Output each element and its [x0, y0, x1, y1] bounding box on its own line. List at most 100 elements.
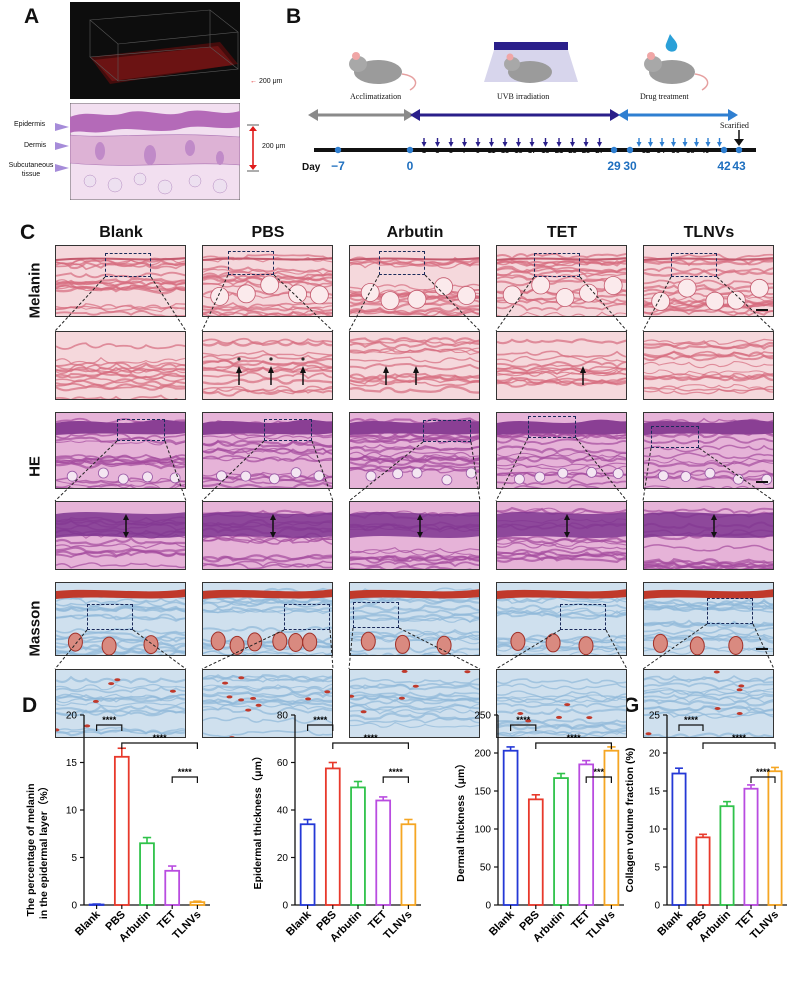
tissue-fiber — [350, 721, 479, 728]
bar-tet — [743, 787, 759, 906]
epidermis-line — [350, 257, 479, 261]
zoom-region-box — [228, 251, 274, 275]
hair-follicle — [240, 470, 252, 482]
day-label-major: 29 — [607, 159, 621, 173]
day-label-uvb: 5 — [448, 146, 454, 155]
collagen-red-mark — [412, 684, 419, 688]
epidermis-layer — [497, 589, 626, 599]
hair-follicle — [434, 277, 453, 297]
tissue-fiber — [644, 384, 773, 391]
panel-letter-g: G — [623, 694, 640, 717]
drug-dose-arrowhead — [648, 142, 653, 147]
significance-bracket — [750, 776, 776, 783]
scale-bar — [756, 481, 768, 483]
thickness-arrow-icon — [247, 124, 259, 172]
tissue-fiber — [644, 605, 773, 611]
collagen-red-mark — [222, 681, 229, 685]
tissue-fiber — [497, 338, 626, 345]
tissue-fiber — [203, 389, 332, 397]
collagen-red-mark — [305, 697, 312, 701]
tissue-fiber — [497, 542, 626, 550]
tissue-fiber — [644, 682, 773, 690]
zoom-region-box — [707, 598, 753, 624]
tissue-fiber — [644, 598, 773, 607]
tissue-fiber — [644, 731, 773, 737]
epidermis-layer — [56, 419, 185, 435]
epidermis-line — [497, 257, 626, 261]
day-label-uvb: 9 — [475, 146, 481, 155]
tissue-fiber — [644, 258, 773, 267]
drug-dose-arrowhead — [659, 142, 665, 147]
tissue-fiber — [56, 695, 185, 704]
hair-follicle — [269, 473, 280, 485]
tissue-fiber — [350, 417, 479, 426]
tissue-fiber — [644, 369, 773, 376]
column-title-tlnvs: TLNVs — [683, 224, 735, 241]
collagen-red-mark — [238, 676, 245, 680]
hair-follicle — [288, 284, 307, 304]
uvb-dose-arrowhead — [475, 142, 481, 147]
melanin-arrow-icon — [268, 366, 274, 385]
day-label-major: 30 — [623, 159, 637, 173]
hair-follicle — [142, 471, 153, 483]
collagen-red-mark — [238, 698, 245, 702]
tissue-fiber — [203, 706, 332, 715]
day-label-uvb: 1 — [421, 146, 427, 155]
zoom-region-box — [423, 420, 471, 442]
epidermis-layer — [350, 419, 479, 435]
collagen-red-mark — [714, 707, 721, 710]
zoom-region-box — [528, 416, 576, 438]
hair-follicle — [531, 275, 551, 295]
y-tick-label: 20 — [649, 749, 661, 760]
zoom-region-box — [671, 253, 717, 277]
melanin-zoom-tile-tet — [496, 331, 627, 400]
day-label-drug: 38 — [686, 146, 695, 155]
hair-follicle — [98, 467, 109, 479]
tissue-fiber — [56, 366, 185, 375]
tissue-fiber — [203, 690, 332, 699]
tissue-fiber — [56, 356, 185, 365]
mouse-icon-drug — [644, 34, 709, 91]
melanin-arrow-icon — [580, 366, 586, 385]
epidermis-layer — [203, 512, 332, 538]
tissue-fiber — [350, 694, 479, 703]
tissue-fiber — [497, 364, 626, 372]
significance-bracket — [171, 776, 198, 783]
column-title-pbs: PBS — [251, 224, 285, 241]
tissue-fiber — [203, 537, 332, 545]
bar-pbs — [324, 767, 341, 906]
tissue-fiber — [497, 376, 626, 386]
significance-label: **** — [389, 767, 404, 777]
tissue-fiber — [497, 506, 626, 515]
tissue-fiber — [56, 259, 185, 266]
tissue-fiber — [350, 708, 479, 715]
masson-zoom-tile-tet — [496, 669, 627, 738]
tissue-fiber — [56, 372, 185, 380]
tissue-fiber — [497, 369, 626, 377]
tissue-fiber — [644, 361, 773, 369]
uvb-dose-arrowhead — [435, 142, 440, 147]
hair-follicle — [67, 632, 83, 652]
bar-pbs — [527, 798, 544, 906]
hair-follicle — [465, 467, 477, 479]
tissue-fiber — [350, 556, 479, 565]
tissue-fiber — [350, 347, 479, 354]
masson-zoom-tile-tlnvs — [643, 669, 774, 738]
tissue-fiber — [497, 253, 626, 260]
tissue-fiber — [56, 483, 185, 488]
y-axis-label: The percentage of melanin — [25, 783, 37, 916]
collagen-red-mark — [556, 715, 562, 719]
tissue-fiber — [56, 728, 185, 737]
hair-follicle — [143, 635, 159, 655]
tissue-fiber — [350, 712, 479, 721]
he-zoom-tile-blank — [55, 501, 186, 570]
epidermis-line — [203, 257, 332, 261]
tissue-fiber — [56, 378, 185, 388]
day-label-uvb: 21 — [554, 146, 564, 155]
y-axis-label: Collagen volume fraction (%) — [624, 748, 636, 893]
tissue-fiber — [497, 603, 626, 611]
tissue-fiber — [644, 266, 773, 274]
y-tick-label: 10 — [649, 825, 661, 836]
uvb-dose-arrowhead — [597, 142, 602, 147]
y-tick-label: 60 — [277, 758, 289, 769]
